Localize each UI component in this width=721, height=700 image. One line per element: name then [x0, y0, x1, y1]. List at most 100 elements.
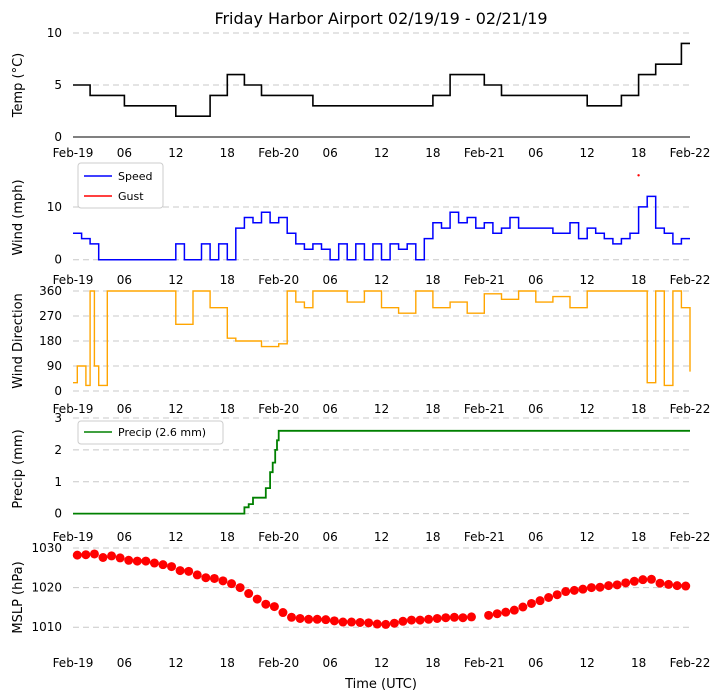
legend-box [77, 420, 224, 445]
panel-mslp: 1010 1020 1030 MSLP (hPa) Feb-19 06 12 18 Feb-20… [11, 541, 710, 670]
y-tick-label: 5 [54, 78, 62, 92]
x-tick-label: 18 [631, 273, 646, 287]
y-tick-label: 270 [39, 309, 62, 323]
panel-temp: 0 5 10 Temp (°C) Feb-19 06 12 18 Feb-20 06 12 18 Feb… [11, 26, 710, 160]
x-tick-label: 12 [168, 656, 183, 670]
x-tick-label: 06 [322, 273, 337, 287]
y-axis-label: Temp (°C) [11, 53, 26, 119]
mslp-point [415, 615, 425, 625]
mslp-point [252, 594, 262, 604]
mslp-point [167, 562, 177, 572]
y-tick-label: 2 [54, 443, 62, 457]
mslp-point [586, 583, 596, 593]
mslp-point [441, 613, 451, 623]
y-tick-label: 0 [54, 507, 62, 521]
mslp-point [449, 612, 459, 622]
mslp-point [389, 618, 399, 628]
x-tick-label: 18 [220, 273, 235, 287]
x-tick-label: 12 [168, 273, 183, 287]
x-tick-label: 06 [117, 656, 132, 670]
x-tick-label: 06 [528, 530, 543, 544]
mslp-point [158, 560, 168, 570]
chart-panels: 0 5 10 Temp (°C) Feb-19 06 12 18 Feb-20 06 12 18 Feb… [11, 26, 710, 670]
mslp-point [672, 581, 682, 591]
x-tick-label: Feb-22 [670, 530, 711, 544]
legend-label-precip: Precip (2.6 mm) [118, 426, 206, 439]
x-tick-label: 12 [168, 146, 183, 160]
y-tick-label: 3 [54, 411, 62, 425]
mslp-point [81, 550, 91, 560]
mslp-point [681, 581, 691, 591]
y-tick-label: 1030 [31, 541, 62, 555]
x-tick-label: 18 [631, 402, 646, 416]
x-tick-label: Feb-19 [53, 273, 94, 287]
x-tick-label: Feb-21 [464, 402, 505, 416]
y-tick-label: 1020 [31, 581, 62, 595]
y-axis-label: Wind (mph) [11, 179, 26, 255]
mslp-point [655, 578, 665, 588]
x-tick-label: 06 [322, 146, 337, 160]
mslp-point [175, 566, 185, 576]
x-tick-label: Feb-20 [258, 530, 299, 544]
x-tick-label: Feb-21 [464, 146, 505, 160]
mslp-point [347, 617, 357, 627]
panel-direction: 0 90 180 270 360 Wind Direction Feb-19 06 12 18 Fe… [11, 284, 710, 416]
x-tick-label: 06 [322, 402, 337, 416]
mslp-point [355, 617, 365, 627]
x-tick-label: 12 [374, 530, 389, 544]
mslp-point [107, 551, 117, 561]
mslp-point [209, 573, 219, 583]
x-tick-label: 06 [117, 530, 132, 544]
x-tick-label: 06 [528, 402, 543, 416]
x-tick-label: 06 [117, 402, 132, 416]
x-tick-label: Feb-20 [258, 273, 299, 287]
mslp-point [304, 614, 314, 624]
mslp-point [492, 609, 502, 619]
x-tick-label: 12 [374, 273, 389, 287]
mslp-point [89, 549, 99, 559]
mslp-point [544, 593, 554, 602]
x-tick-label: 06 [528, 656, 543, 670]
x-tick-label: 18 [425, 146, 440, 160]
x-tick-label: Feb-21 [464, 656, 505, 670]
mslp-point [261, 599, 271, 609]
x-tick-label: 18 [220, 402, 235, 416]
mslp-point [509, 605, 519, 615]
mslp-point [287, 612, 297, 622]
x-tick-label: Feb-22 [670, 146, 711, 160]
mslp-point [201, 573, 211, 583]
wind-speed-line [73, 195, 690, 261]
mslp-point [381, 619, 391, 629]
mslp-point [115, 553, 125, 563]
legend: Speed Gust [77, 162, 164, 209]
mslp-point [561, 587, 571, 597]
mslp-point [432, 613, 442, 623]
mslp-point [372, 619, 382, 629]
x-tick-label: Feb-21 [464, 530, 505, 544]
mslp-point [569, 585, 579, 595]
mslp-point [578, 584, 588, 594]
y-tick-label: 10 [47, 26, 62, 40]
temp-series-line [73, 42, 690, 117]
x-tick-label: Feb-22 [670, 273, 711, 287]
x-tick-label: Feb-21 [464, 273, 505, 287]
x-tick-label: Feb-19 [53, 656, 94, 670]
mslp-point [518, 602, 528, 612]
y-tick-label: 10 [47, 200, 62, 214]
mslp-point [269, 602, 279, 612]
x-tick-label: 18 [220, 530, 235, 544]
x-tick-label: 18 [425, 656, 440, 670]
wind-direction-line [73, 290, 691, 387]
x-tick-label: Feb-19 [53, 146, 94, 160]
chart-title: Friday Harbor Airport 02/19/19 - 02/21/1… [214, 9, 547, 28]
x-tick-label: 06 [117, 146, 132, 160]
y-tick-label: 0 [54, 253, 62, 267]
mslp-point [406, 615, 416, 625]
mslp-point [466, 612, 476, 622]
x-tick-label: Feb-19 [53, 402, 94, 416]
mslp-point [184, 566, 194, 576]
mslp-point [595, 582, 605, 592]
mslp-point [192, 570, 202, 580]
mslp-point [612, 580, 622, 590]
